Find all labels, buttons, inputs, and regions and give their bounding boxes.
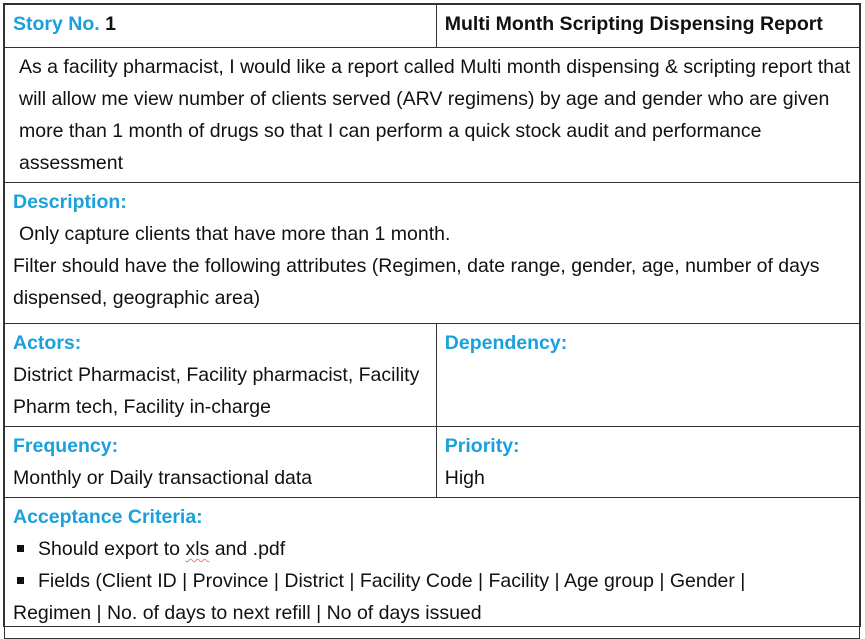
user-story-table: Story No. 1 Multi Month Scripting Dispen… [4, 4, 861, 639]
acceptance-bullet-2-text: Fields (Client ID | Province | District … [38, 570, 746, 592]
story-header-row: Story No. 1 Multi Month Scripting Dispen… [4, 4, 861, 48]
acceptance-label: Acceptance Criteria: [13, 506, 203, 528]
dependency-cell: Dependency: [435, 323, 861, 427]
acceptance-bullet-1-xls: xls [185, 538, 210, 560]
story-intro-text: As a facility pharmacist, I would like a… [19, 56, 851, 174]
priority-label: Priority: [444, 435, 520, 457]
description-line-1: Only capture clients that have more than… [19, 223, 451, 245]
actors-text: District Pharmacist, Facility pharmacist… [13, 364, 420, 418]
actors-dependency-row: Actors: District Pharmacist, Facility ph… [4, 323, 861, 427]
story-title: Multi Month Scripting Dispensing Report [444, 13, 823, 35]
priority-text: High [444, 467, 485, 489]
actors-label: Actors: [13, 332, 82, 354]
priority-cell: Priority: High [435, 426, 861, 498]
description-line-2: Filter should have the following attribu… [13, 255, 820, 309]
frequency-text: Monthly or Daily transactional data [13, 467, 313, 489]
acceptance-bullet-1: Should export to xls and .pdf [13, 533, 851, 565]
frequency-cell: Frequency: Monthly or Daily transactiona… [4, 426, 437, 498]
acceptance-bullet-2: Fields (Client ID | Province | District … [13, 565, 851, 597]
user-story-card: Story No. 1 Multi Month Scripting Dispen… [3, 3, 861, 639]
acceptance-bullet-1-post: and .pdf [209, 538, 286, 560]
description-row: Description: Only capture clients that h… [4, 182, 860, 324]
story-intro-row: As a facility pharmacist, I would like a… [4, 47, 860, 183]
acceptance-bullet-2-continued: Regimen | No. of days to next refill | N… [13, 602, 482, 624]
acceptance-row: Acceptance Criteria: Should export to xl… [4, 497, 860, 639]
acceptance-cell: Acceptance Criteria: Should export to xl… [4, 497, 860, 639]
acceptance-bullet-1-text: Should export to xls and .pdf [38, 533, 285, 565]
story-number-cell: Story No. 1 [4, 4, 437, 48]
frequency-priority-row: Frequency: Monthly or Daily transactiona… [4, 426, 861, 498]
acceptance-bullet-1-pre: Should export to [38, 538, 186, 560]
frequency-label: Frequency: [13, 435, 119, 457]
story-title-cell: Multi Month Scripting Dispensing Report [435, 4, 861, 48]
story-number-label: Story No. [13, 13, 100, 35]
story-number-value: 1 [105, 13, 116, 35]
dependency-label: Dependency: [444, 332, 568, 354]
square-bullet-icon [17, 577, 24, 584]
square-bullet-icon [17, 545, 24, 552]
description-cell: Description: Only capture clients that h… [4, 182, 860, 324]
story-intro-cell: As a facility pharmacist, I would like a… [4, 47, 860, 183]
description-label: Description: [13, 191, 127, 213]
actors-cell: Actors: District Pharmacist, Facility ph… [4, 323, 437, 427]
